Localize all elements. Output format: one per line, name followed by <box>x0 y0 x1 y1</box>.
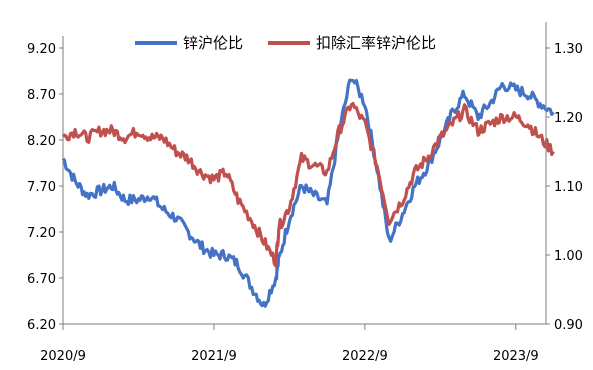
y-right-tick-label: 0.90 <box>554 318 583 333</box>
legend-label: 锌沪伦比 <box>183 34 243 52</box>
legend-label: 扣除汇率锌沪伦比 <box>316 34 436 52</box>
y-left-tick-label: 7.70 <box>27 180 56 195</box>
series-layer <box>61 78 555 308</box>
y-right-tick-label: 1.00 <box>554 249 583 264</box>
x-tick-label: 2021/9 <box>191 349 237 364</box>
axes-layer: 9.20 8.70 8.20 7.70 7.20 6.70 6.20 1.30 1.20 1.10… <box>27 22 583 364</box>
y-left-tick-label: 8.70 <box>27 88 56 103</box>
y-left-tick-label: 9.20 <box>27 42 56 57</box>
legend: 锌沪伦比 扣除汇率锌沪伦比 <box>135 34 436 52</box>
y-left-tick-label: 7.20 <box>27 226 56 241</box>
series-line-1 <box>61 78 555 308</box>
x-tick-label: 2020/9 <box>40 349 86 364</box>
x-tick-label: 2023/9 <box>493 349 539 364</box>
y-right-tick-label: 1.20 <box>554 111 583 126</box>
y-right-tick-label: 1.30 <box>554 42 583 57</box>
y-right-tick-label: 1.10 <box>554 180 583 195</box>
y-left-tick-label: 6.70 <box>27 272 56 287</box>
y-left-tick-label: 8.20 <box>27 134 56 149</box>
y-left-tick-label: 6.20 <box>27 318 56 333</box>
series-line-2 <box>61 101 555 268</box>
x-tick-label: 2022/9 <box>342 349 388 364</box>
